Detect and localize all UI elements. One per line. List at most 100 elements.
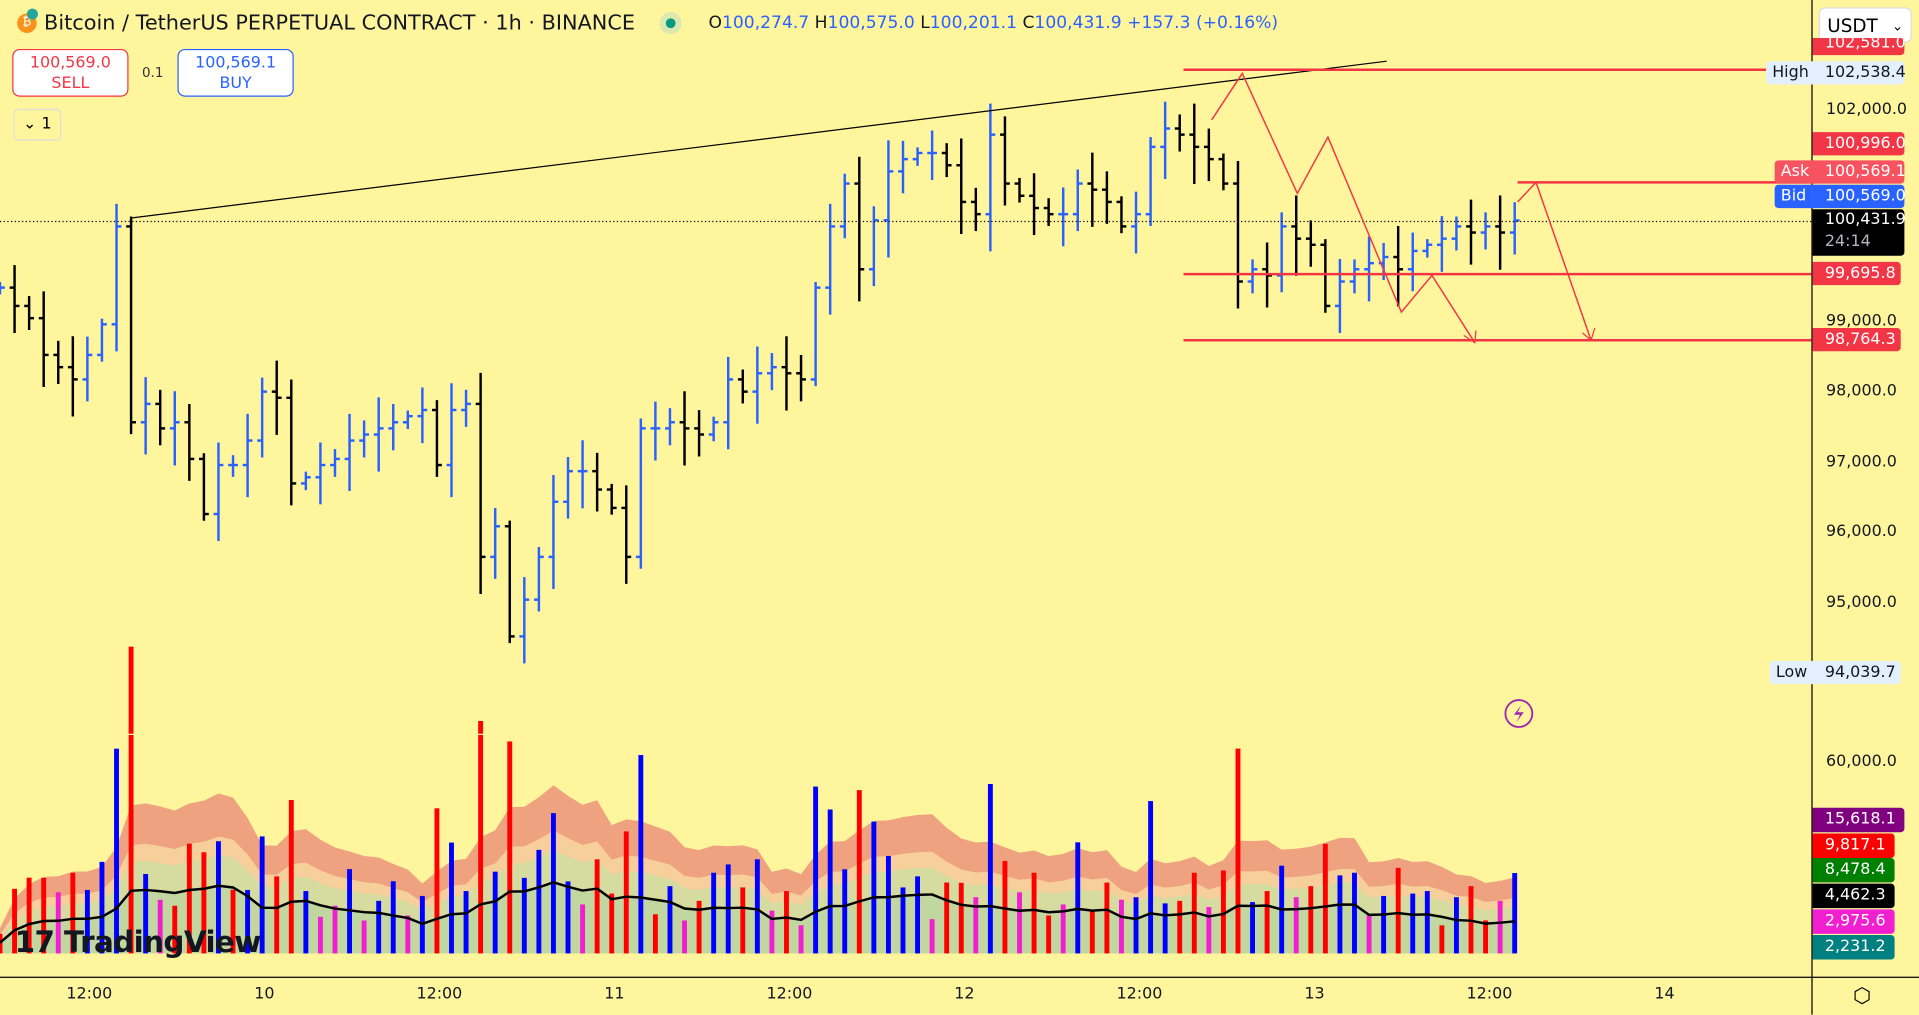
volume-bar (303, 891, 309, 954)
volume-bar (1497, 900, 1503, 954)
volume-bar (1031, 872, 1037, 954)
volume-bar (594, 859, 600, 954)
time-axis-label: 12:00 (1116, 985, 1163, 1004)
volume-bar (929, 919, 935, 954)
volume-bar (682, 920, 687, 954)
symbol-name: Bitcoin / TetherUS PERPETUAL CONTRACT · … (44, 11, 636, 36)
volume-bar (1119, 899, 1124, 954)
volume-bar (565, 881, 571, 954)
time-axis-label: 13 (1304, 985, 1325, 1004)
volume-bar (1483, 920, 1489, 954)
volume-bar (172, 905, 178, 954)
volume-bar (1148, 801, 1154, 954)
volume-indicator-label: 4,462.3 (1812, 883, 1895, 909)
projection-path (1517, 180, 1592, 341)
volume-bar (1089, 910, 1095, 954)
volume-bar (1366, 915, 1372, 954)
volume-bar (885, 855, 891, 954)
volume-axis-tick: 60,000.0 (1826, 752, 1897, 772)
volume-bar (1264, 891, 1270, 954)
price-axis-tick: 97,000.0 (1826, 452, 1897, 471)
volume-bar (1002, 860, 1008, 954)
volume-bar (12, 888, 18, 954)
level-label: 98,764.3 (1812, 328, 1901, 352)
volume-bar (478, 720, 484, 954)
hidden-price-label: 102,581.0 (1812, 37, 1905, 56)
level-label: 100,996.0 (1812, 132, 1906, 156)
volume-bar (1512, 873, 1518, 954)
low-price-label: 94,039.7 (1812, 660, 1901, 685)
volume-bar (1453, 897, 1459, 954)
last-price-label: 100,431.9 24:14 (1812, 209, 1906, 256)
collapse-indicators-button[interactable]: ⌄ 1 (13, 108, 62, 141)
volume-bar (288, 799, 294, 954)
volume-bar (944, 882, 950, 954)
volume-bar (842, 869, 848, 954)
time-axis-label: 12 (954, 985, 975, 1004)
volume-bar (915, 876, 921, 954)
volume-bar (70, 872, 76, 954)
time-axis-label: 11 (604, 985, 625, 1004)
bid-tag: Bid (1774, 184, 1813, 209)
volume-bar (201, 852, 207, 954)
volume-bar (1337, 875, 1343, 954)
volume-bar (521, 877, 527, 954)
volume-bar (317, 916, 323, 954)
volume-bar (1220, 870, 1226, 954)
volume-bar (1322, 843, 1328, 954)
volume-bar (1381, 895, 1387, 954)
volume-bar (216, 841, 221, 954)
volume-bar (580, 904, 586, 954)
volume-bar (114, 748, 119, 954)
volume-bar (871, 821, 877, 954)
volume-bar (958, 882, 964, 954)
price-axis-tick: 95,000.0 (1826, 592, 1897, 612)
time-axis-label: 14 (1654, 985, 1675, 1004)
volume-bar (609, 893, 615, 954)
arrow-head-icon (1463, 330, 1477, 344)
symbol-title[interactable]: ₿ Bitcoin / TetherUS PERPETUAL CONTRACT … (17, 8, 1279, 36)
buy-button[interactable]: 100,569.1 BUY (177, 48, 294, 97)
volume-bar (230, 889, 236, 954)
volume-bar (1235, 748, 1241, 954)
chevron-down-icon: ⌄ (1891, 18, 1904, 35)
volume-bar (245, 889, 251, 954)
ohlc-values: O100,274.7 H100,575.0 L100,201.1 C100,43… (708, 13, 1279, 34)
volume-bar (492, 871, 498, 954)
ask-price-label: 100,569.1 (1812, 160, 1906, 184)
volume-bar (449, 842, 454, 954)
volume-bar (259, 836, 265, 954)
volume-bar (1308, 886, 1314, 954)
high-tag: High (1766, 61, 1815, 85)
volume-bar (507, 741, 513, 954)
volume-bar (798, 925, 804, 954)
low-tag: Low (1769, 660, 1814, 685)
ask-tag: Ask (1774, 160, 1816, 184)
sell-button[interactable]: 100,569.0 SELL (12, 48, 129, 97)
volume-indicator-label: 8,478.4 (1812, 858, 1895, 883)
volume-bar (405, 915, 411, 954)
volume-bar (274, 876, 280, 954)
volume-bar (1206, 907, 1212, 954)
volume-bar (1075, 842, 1081, 954)
volume-bar (186, 843, 192, 954)
price-axis-tick: 96,000.0 (1826, 522, 1897, 541)
volume-bar (696, 900, 702, 954)
volume-bar (1104, 882, 1110, 954)
price-axis-tick: 98,000.0 (1826, 381, 1897, 401)
volume-bar (1439, 925, 1445, 954)
level-label: 99,695.8 (1812, 261, 1901, 286)
settings-gear-icon[interactable]: ⬡ (1852, 984, 1872, 1009)
market-status-icon[interactable] (659, 12, 682, 35)
volume-bar (361, 920, 367, 954)
price-chart[interactable] (0, 0, 1812, 1015)
volume-bar (41, 877, 47, 954)
volume-bar (1424, 891, 1430, 954)
volume-bar (1060, 904, 1066, 954)
volume-bar (1410, 893, 1416, 954)
volume-bar (900, 887, 906, 954)
volume-bar (463, 891, 469, 954)
volume-bar (157, 899, 163, 954)
volume-bar (1250, 902, 1255, 954)
spread: 0.1 (141, 64, 164, 81)
